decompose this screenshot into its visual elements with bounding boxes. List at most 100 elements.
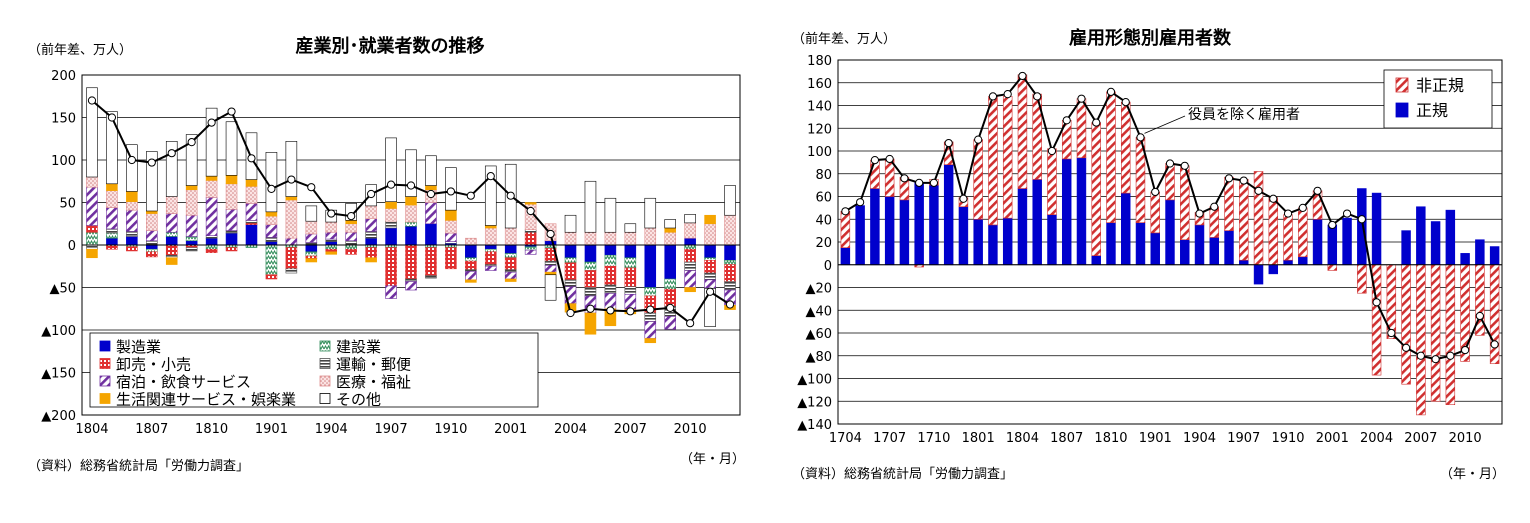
- bar-segment: [1489, 246, 1500, 266]
- total-marker: [1298, 203, 1307, 212]
- bar-segment: [884, 196, 895, 266]
- bar-segment: [385, 227, 397, 246]
- legend-swatch: [99, 358, 111, 369]
- bar-segment: [165, 244, 178, 256]
- bar-segment: [1327, 224, 1338, 266]
- bar-segment: [106, 111, 118, 185]
- bar-segment: [305, 220, 318, 235]
- bar-segment: [405, 204, 417, 223]
- bar-segment: [285, 247, 298, 270]
- bar-segment: [106, 190, 118, 208]
- total-marker: [486, 172, 495, 181]
- bar-segment: [704, 214, 716, 225]
- bar-segment: [684, 222, 696, 239]
- bar-segment: [425, 202, 437, 225]
- bar-segment: [544, 260, 557, 266]
- source-note: （資料）総務省統計局「労働力調査」: [28, 458, 249, 474]
- bar-segment: [504, 269, 517, 273]
- y-tick-label: 180: [807, 54, 832, 69]
- bar-segment: [504, 278, 517, 282]
- bar-segment: [1401, 264, 1411, 385]
- bar-segment: [624, 267, 637, 287]
- bar-segment: [644, 197, 657, 229]
- bar-segment: [305, 255, 318, 259]
- legend-swatch: [319, 340, 331, 352]
- bar-segment: [325, 221, 338, 233]
- y-tick-label: ▲100: [797, 373, 832, 388]
- bar-segment: [1017, 74, 1028, 189]
- bar-segment: [165, 257, 178, 265]
- bar-segment: [285, 237, 298, 246]
- unit-label: （前年差、万人）: [28, 42, 132, 58]
- bar-segment: [245, 179, 258, 187]
- total-marker: [1313, 186, 1322, 195]
- bar-segment: [684, 214, 696, 224]
- bar-segment: [365, 247, 377, 259]
- x-tick-label: 1907: [1227, 431, 1260, 446]
- bar-segment: [644, 312, 657, 322]
- legend-swatch: [319, 358, 331, 369]
- bar-segment: [624, 231, 637, 246]
- y-tick-label: 100: [51, 154, 76, 169]
- bar-segment: [345, 231, 357, 242]
- bar-segment: [624, 257, 637, 269]
- bar-segment: [106, 183, 118, 191]
- bar-segment: [205, 107, 218, 177]
- bar-segment: [1002, 217, 1013, 266]
- bar-segment: [385, 137, 397, 202]
- total-marker: [406, 181, 416, 190]
- bar-segment: [1017, 188, 1028, 266]
- bar-segment: [445, 209, 457, 221]
- total-marker: [988, 92, 998, 101]
- bar-segment: [664, 219, 676, 229]
- total-marker: [566, 308, 575, 318]
- total-marker: [929, 178, 939, 187]
- bar-segment: [943, 164, 954, 266]
- bar-segment: [425, 155, 437, 186]
- bar-segment: [1253, 171, 1264, 266]
- bar-segment: [146, 210, 158, 214]
- bar-segment: [225, 209, 238, 231]
- bar-segment: [1268, 197, 1279, 266]
- total-marker: [1475, 311, 1484, 321]
- legend-swatch: [99, 375, 111, 387]
- total-marker: [247, 154, 256, 163]
- bar-segment: [126, 231, 138, 237]
- bar-segment: [973, 218, 983, 266]
- bar-segment: [564, 231, 577, 246]
- bar-segment: [165, 236, 178, 246]
- bar-segment: [929, 184, 939, 266]
- bar-segment: [684, 261, 696, 271]
- bar-segment: [365, 218, 377, 232]
- bar-segment: [524, 246, 537, 251]
- bar-segment: [684, 248, 696, 263]
- bar-segment: [564, 279, 577, 287]
- bar-segment: [365, 205, 377, 219]
- bar-segment: [126, 246, 138, 252]
- bar-segment: [664, 227, 676, 233]
- bar-segment: [1357, 188, 1367, 266]
- bar-segment: [1076, 157, 1087, 266]
- bar-segment: [405, 226, 417, 246]
- bar-segment: [504, 271, 517, 280]
- bar-segment: [1002, 96, 1013, 219]
- total-marker: [546, 229, 555, 239]
- bar-segment: [1194, 224, 1205, 266]
- bar-segment: [225, 230, 238, 234]
- bar-segment: [564, 244, 577, 259]
- bar-segment: [1135, 222, 1146, 266]
- bar-segment: [704, 259, 716, 274]
- bar-segment: [1268, 264, 1279, 275]
- total-marker: [446, 187, 455, 196]
- legend-swatch: [99, 393, 111, 404]
- legend-swatch: [1395, 77, 1409, 93]
- bar-segment: [405, 221, 417, 227]
- bar-segment: [126, 191, 138, 202]
- bar-segment: [1032, 179, 1042, 266]
- bar-segment: [584, 312, 597, 335]
- total-marker: [646, 305, 655, 314]
- total-marker: [1180, 161, 1189, 170]
- y-tick-label: ▲50: [49, 282, 76, 297]
